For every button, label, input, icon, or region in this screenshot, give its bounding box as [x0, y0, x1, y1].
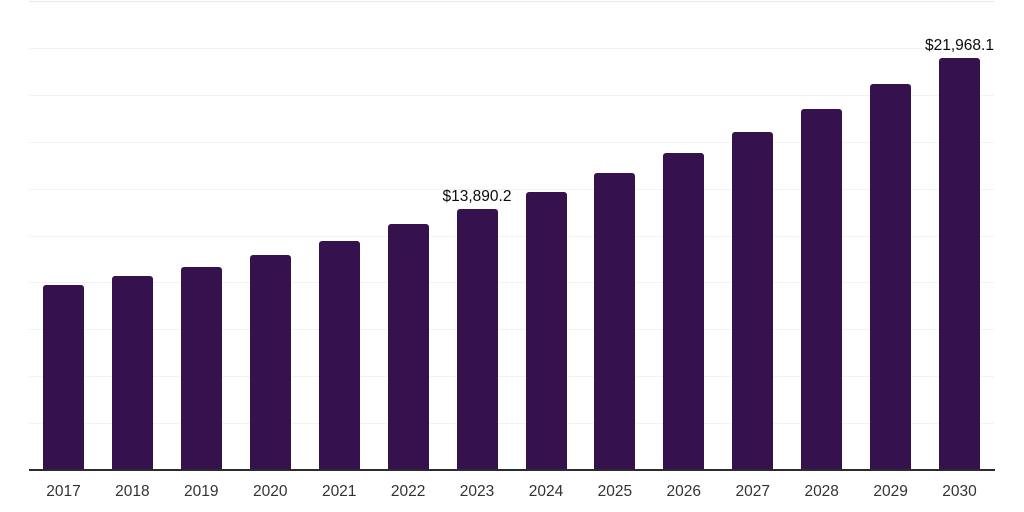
- bar-2029[interactable]: [870, 84, 912, 470]
- gridline-10000: [29, 282, 994, 284]
- bar-2022[interactable]: [387, 224, 429, 470]
- x-tick-2020: 2020: [253, 483, 288, 500]
- bar-2027[interactable]: [732, 131, 774, 470]
- x-tick-2018: 2018: [115, 483, 150, 500]
- x-tick-2019: 2019: [184, 483, 219, 500]
- bar-2030[interactable]: [939, 57, 980, 470]
- bar-2025[interactable]: [594, 173, 636, 470]
- bar-2028[interactable]: [801, 108, 843, 470]
- x-tick-2023: 2023: [459, 483, 495, 500]
- gridline-2500: [29, 423, 994, 425]
- gridline-20000: [29, 94, 994, 96]
- gridline-15000: [29, 188, 994, 190]
- value-label-2030: $21,968.1: [925, 36, 994, 54]
- x-tick-2027: 2027: [735, 483, 771, 500]
- x-tick-2022: 2022: [390, 483, 426, 500]
- x-tick-2029: 2029: [873, 483, 908, 500]
- x-tick-2025: 2025: [597, 483, 633, 500]
- x-tick-2024: 2024: [528, 483, 564, 500]
- gridline-7500: [29, 329, 994, 331]
- bar-2019[interactable]: [180, 266, 222, 470]
- x-tick-2028: 2028: [804, 483, 839, 500]
- gridline-12500: [29, 235, 994, 237]
- value-label-2023: $13,890.2: [442, 188, 512, 206]
- gridline-5000: [29, 376, 994, 378]
- bar-2024[interactable]: [525, 191, 567, 470]
- gridline-22500: [29, 47, 994, 49]
- bar-2021[interactable]: [318, 240, 360, 470]
- bar-2017[interactable]: [43, 285, 84, 470]
- gridline-25000: [29, 1, 994, 2]
- bar-2023[interactable]: [456, 209, 498, 470]
- x-axis-line: [29, 469, 995, 471]
- x-tick-2030: 2030: [942, 483, 977, 500]
- bar-2020[interactable]: [249, 255, 291, 470]
- x-tick-2017: 2017: [46, 483, 81, 500]
- x-tick-2026: 2026: [666, 483, 702, 500]
- bar-2018[interactable]: [111, 276, 153, 470]
- bar-2026[interactable]: [663, 153, 705, 470]
- gridline-17500: [29, 141, 994, 143]
- x-tick-2021: 2021: [321, 483, 357, 500]
